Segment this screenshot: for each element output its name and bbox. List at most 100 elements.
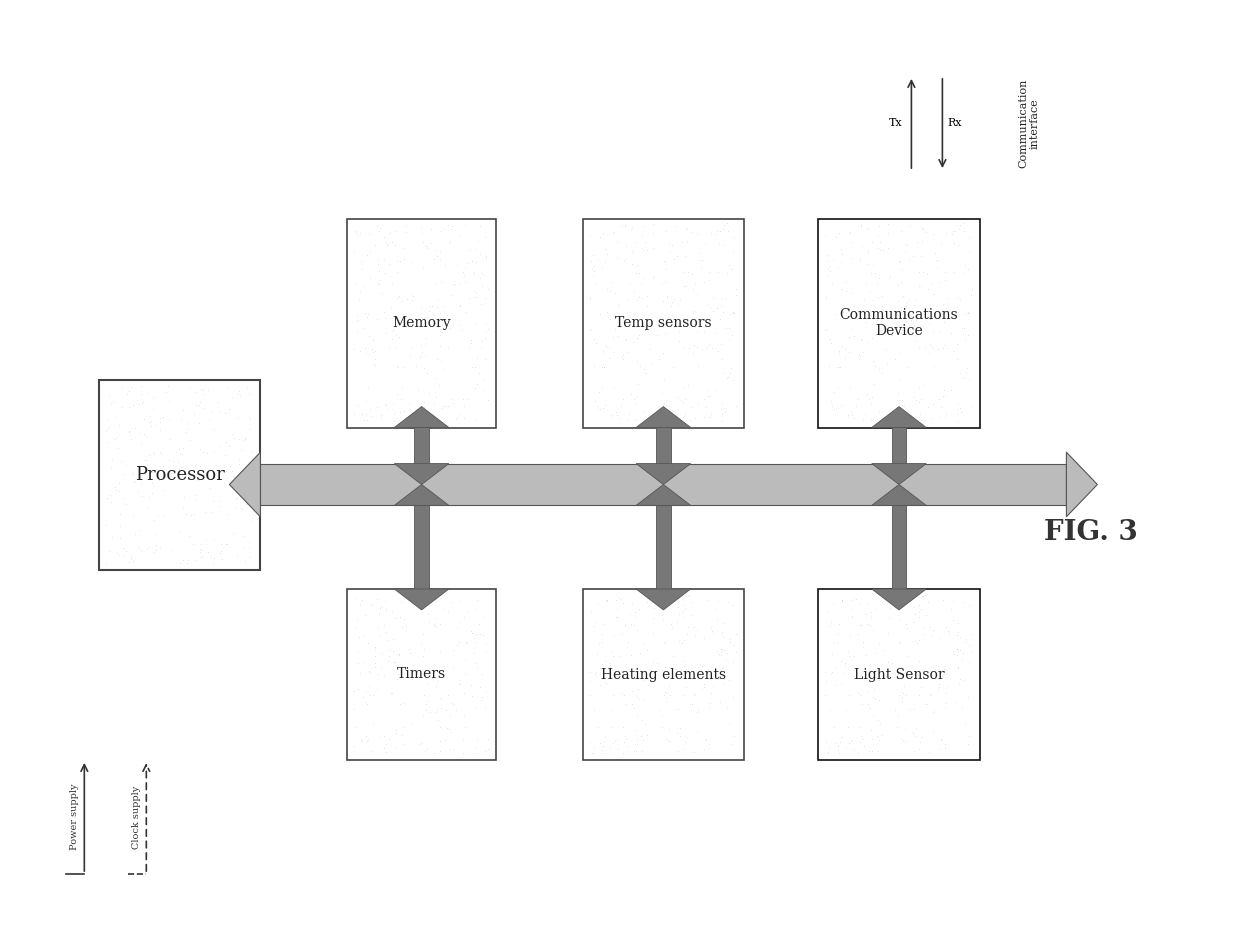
Point <box>370 276 389 292</box>
Point <box>393 307 413 322</box>
Point <box>440 221 460 237</box>
Point <box>432 588 451 603</box>
Point <box>613 626 632 641</box>
Point <box>821 666 841 681</box>
Point <box>591 359 611 374</box>
Point <box>957 736 977 751</box>
Point <box>939 678 959 694</box>
Point <box>222 390 242 405</box>
Point <box>353 655 373 670</box>
Point <box>616 732 636 747</box>
Point <box>388 289 408 304</box>
Point <box>909 311 929 326</box>
Point <box>692 260 712 276</box>
Point <box>711 298 730 314</box>
Point <box>676 220 696 236</box>
Point <box>708 223 728 238</box>
Point <box>376 736 396 751</box>
Point <box>100 460 120 475</box>
Point <box>950 643 970 658</box>
Point <box>839 225 859 240</box>
Point <box>863 411 883 427</box>
Point <box>861 700 880 715</box>
Point <box>720 635 740 650</box>
Point <box>839 381 859 396</box>
Point <box>422 221 441 237</box>
Point <box>888 667 908 682</box>
Point <box>952 700 972 715</box>
Point <box>914 264 934 279</box>
Point <box>621 221 641 237</box>
Point <box>853 412 873 428</box>
Point <box>935 273 955 288</box>
Point <box>872 594 892 609</box>
Point <box>703 626 723 641</box>
Point <box>119 384 139 399</box>
Point <box>905 606 925 621</box>
Point <box>123 466 143 481</box>
Point <box>880 600 900 616</box>
Point <box>408 590 428 605</box>
Point <box>615 618 635 633</box>
Point <box>241 422 260 437</box>
Point <box>606 602 626 618</box>
Point <box>885 352 905 367</box>
Point <box>883 328 903 343</box>
Point <box>434 361 454 376</box>
Point <box>430 338 450 353</box>
Point <box>658 310 678 325</box>
Polygon shape <box>394 407 449 428</box>
Point <box>129 522 149 538</box>
Point <box>892 261 911 276</box>
Point <box>861 722 880 737</box>
Point <box>190 442 210 457</box>
Point <box>869 732 889 748</box>
Point <box>842 602 862 618</box>
Point <box>951 292 971 307</box>
Point <box>701 685 720 700</box>
Point <box>378 256 398 272</box>
Point <box>712 407 732 422</box>
Point <box>821 615 841 630</box>
Point <box>119 399 139 414</box>
Polygon shape <box>636 464 691 484</box>
Point <box>193 444 213 459</box>
Point <box>656 261 676 276</box>
Point <box>589 720 609 735</box>
Point <box>226 491 246 506</box>
Point <box>348 629 368 644</box>
Point <box>433 691 453 706</box>
Point <box>171 446 191 462</box>
Point <box>866 328 885 343</box>
Point <box>914 377 934 392</box>
Point <box>699 337 719 352</box>
Point <box>653 254 673 269</box>
Point <box>932 340 952 355</box>
Point <box>129 484 149 499</box>
Point <box>371 599 391 615</box>
Point <box>863 736 883 751</box>
Point <box>673 311 693 326</box>
Point <box>370 263 389 278</box>
Point <box>427 390 446 405</box>
Point <box>627 736 647 751</box>
Point <box>877 356 897 371</box>
Point <box>866 358 885 373</box>
Point <box>146 538 166 553</box>
Point <box>583 269 603 284</box>
Point <box>475 352 495 367</box>
Point <box>949 625 968 640</box>
Point <box>960 637 980 653</box>
Point <box>233 490 253 505</box>
Point <box>857 387 877 402</box>
Point <box>191 549 211 564</box>
Polygon shape <box>872 484 926 505</box>
Point <box>196 532 216 547</box>
Point <box>713 290 733 305</box>
Point <box>166 445 186 460</box>
Point <box>203 556 223 571</box>
Point <box>367 592 387 607</box>
Point <box>159 452 179 467</box>
Point <box>711 401 730 416</box>
Point <box>217 506 237 522</box>
